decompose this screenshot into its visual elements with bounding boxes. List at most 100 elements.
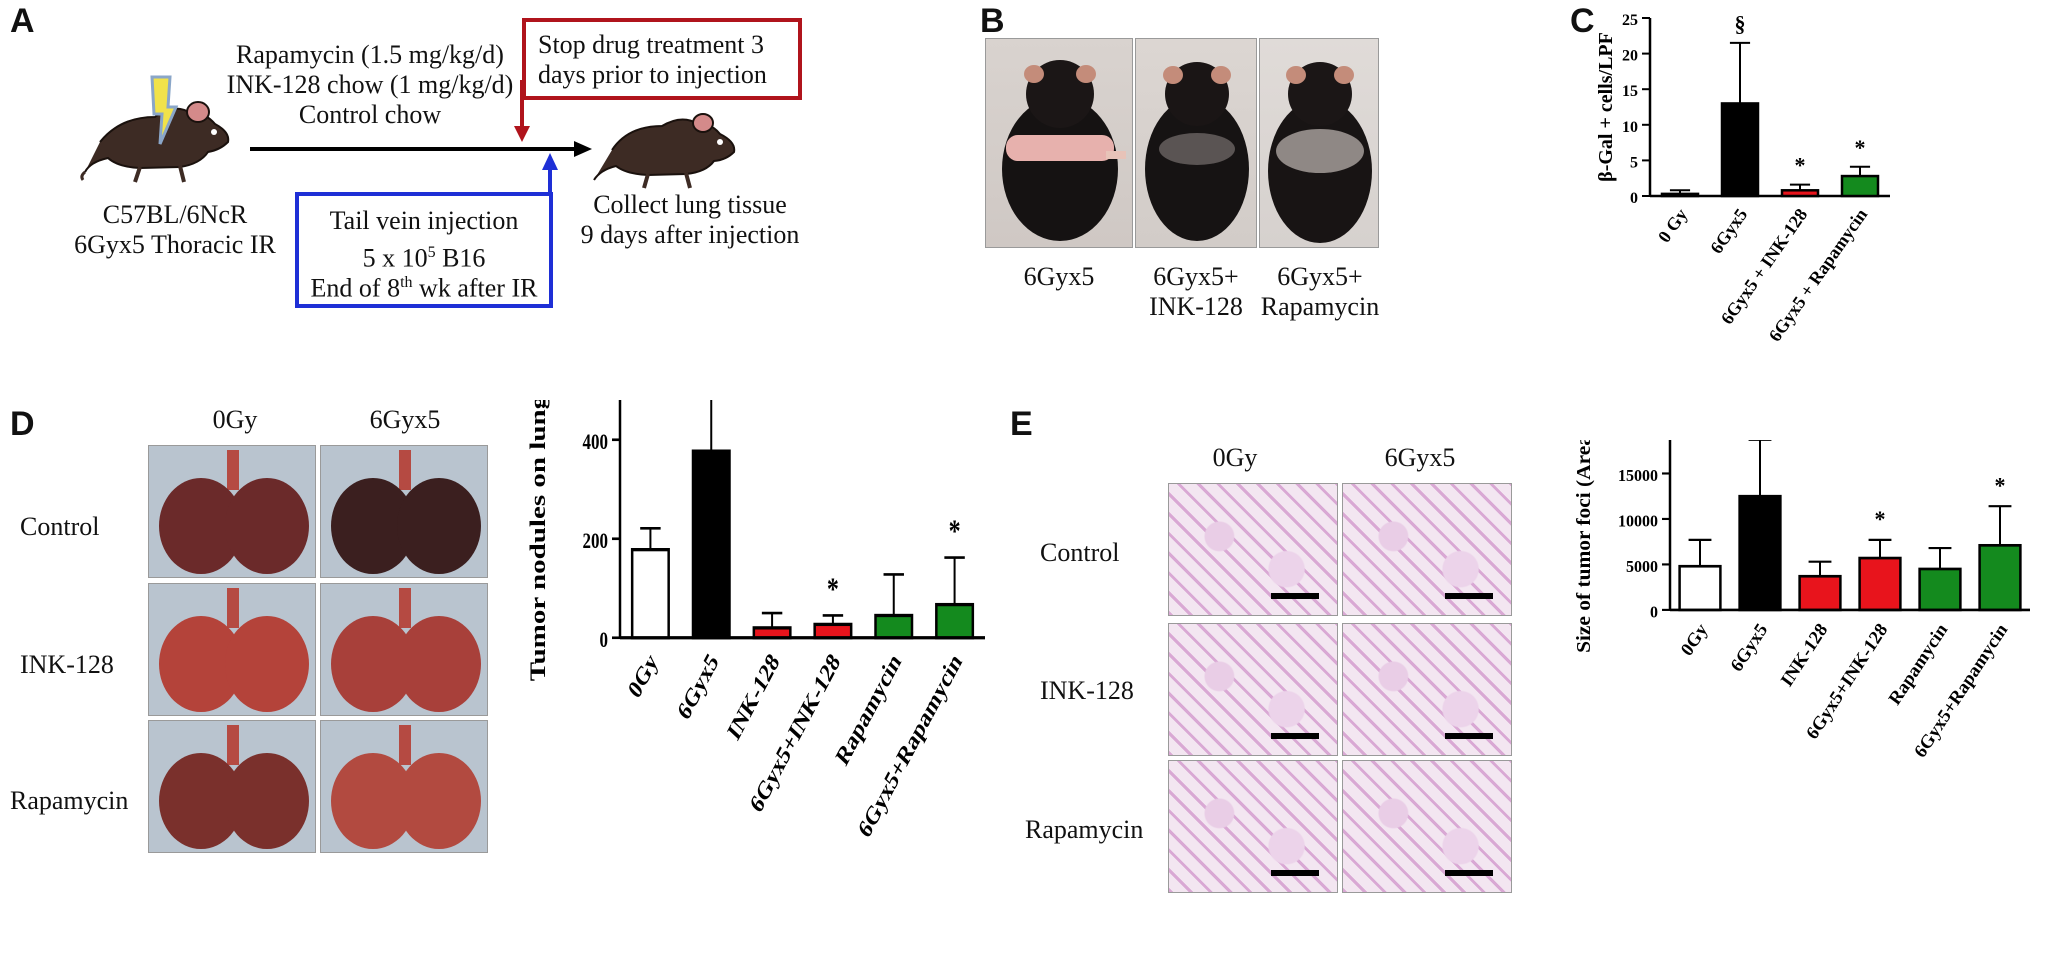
lung-photo-r1-c1 bbox=[148, 445, 316, 578]
caption-b-1: 6Gyx5 bbox=[1023, 262, 1095, 291]
bar bbox=[935, 602, 975, 640]
y-tick-label: 25 bbox=[1622, 12, 1638, 29]
histology-photo-r1-c1 bbox=[1168, 483, 1338, 616]
y-axis-label: Size of tumor foci (Area µm2) bbox=[1570, 440, 1594, 653]
stop-treatment-box: Stop drug treatment 3 days prior to inje… bbox=[522, 18, 802, 100]
bar bbox=[1858, 556, 1902, 612]
panel-label-b: B bbox=[980, 2, 1005, 40]
caption-b-3-line2: Rapamycin bbox=[1260, 292, 1380, 321]
histology-photo-r2-c1 bbox=[1168, 623, 1338, 756]
stop-box-line1: Stop drug treatment 3 bbox=[538, 30, 765, 59]
bar bbox=[1678, 564, 1722, 612]
mouse-irradiated-icon bbox=[80, 75, 230, 183]
stop-box-line2: days prior to injection bbox=[538, 60, 767, 89]
histology-photo-r3-c1 bbox=[1168, 760, 1338, 893]
y-tick-label: 15000 bbox=[1618, 465, 1658, 485]
treatment-control: Control chow bbox=[298, 100, 442, 129]
caption-b-2-line2: INK-128 bbox=[1149, 292, 1243, 321]
e-row-label-ink128: INK-128 bbox=[1040, 676, 1134, 705]
lung-photo-r2-c1 bbox=[148, 583, 316, 716]
y-tick-label: 5000 bbox=[1626, 556, 1658, 576]
caption-b-2-line1: 6Gyx5+ bbox=[1153, 262, 1239, 291]
x-tick-label: 6Gyx5 bbox=[1727, 620, 1772, 676]
y-axis-label: Tumor nodules on lung surface bbox=[525, 400, 550, 681]
collect-line2: 9 days after injection bbox=[580, 220, 800, 249]
collect-line1: Collect lung tissue bbox=[593, 190, 787, 219]
mouse-collect-icon bbox=[593, 113, 736, 189]
y-tick-label: 20 bbox=[1622, 48, 1638, 65]
x-tick-label: 0Gy bbox=[1677, 619, 1712, 660]
bar bbox=[1918, 567, 1962, 612]
x-tick-label: INK-128 bbox=[1777, 620, 1832, 691]
injection-arrowhead bbox=[542, 153, 558, 170]
e-col-header-6gyx5: 6Gyx5 bbox=[1384, 443, 1456, 472]
injection-line1: Tail vein injection bbox=[329, 206, 519, 235]
x-tick-label: INK-128 bbox=[723, 649, 784, 746]
photo-mouse-rapamycin bbox=[1259, 38, 1379, 248]
photo-mouse-ink128 bbox=[1135, 38, 1257, 248]
injection-line3: End of 8th wk after IR bbox=[310, 273, 538, 303]
bar bbox=[752, 626, 792, 640]
y-axis-label: β-Gal + cells/LPF bbox=[1595, 32, 1617, 182]
caption-b-3-line1: 6Gyx5+ bbox=[1277, 262, 1363, 291]
x-tick-label: Rapamycin bbox=[1885, 619, 1952, 709]
histology-photo-r3-c2 bbox=[1342, 760, 1512, 893]
e-row-label-rapamycin: Rapamycin bbox=[1025, 815, 1144, 844]
x-tick-label: 0Gy bbox=[624, 648, 663, 704]
chart-e: 050001000015000200000Gy§6Gyx5INK-128*6Gy… bbox=[1570, 440, 2030, 762]
lung-photo-r3-c1 bbox=[148, 720, 316, 853]
bar bbox=[1660, 192, 1700, 198]
stop-arrowhead bbox=[514, 126, 530, 142]
y-tick-label: 200 bbox=[583, 529, 609, 554]
y-tick-label: 400 bbox=[583, 430, 609, 455]
plot-group: 050001000015000200000Gy§6Gyx5INK-128*6Gy… bbox=[1570, 440, 2030, 762]
significance-asterisk: * bbox=[827, 573, 839, 608]
y-tick-label: 10 bbox=[1622, 119, 1638, 136]
d-row-label-rapamycin: Rapamycin bbox=[10, 786, 129, 815]
bar bbox=[630, 548, 670, 640]
histology-photo-r1-c2 bbox=[1342, 483, 1512, 616]
e-row-label-control: Control bbox=[1040, 538, 1120, 567]
significance-asterisk: * bbox=[1795, 153, 1806, 178]
panel-label-a: A bbox=[10, 2, 35, 40]
irradiation-label: 6Gyx5 Thoracic IR bbox=[74, 230, 276, 259]
bar bbox=[813, 622, 853, 640]
plot-group: 02004006000Gy§6Gyx5INK-128*6Gyx5+INK-128… bbox=[525, 400, 985, 843]
bar bbox=[1840, 174, 1880, 198]
x-tick-label: 6Gyx5 bbox=[673, 649, 723, 726]
x-tick-label: 6Gyx5 bbox=[1706, 205, 1751, 257]
y-tick-label: 0 bbox=[1630, 190, 1638, 207]
injection-box: Tail vein injection 5 x 105 B16 End of 8… bbox=[295, 192, 553, 308]
y-tick-label: 15 bbox=[1622, 83, 1638, 100]
panel-label-c: C bbox=[1570, 2, 1595, 40]
y-tick-label: 10000 bbox=[1618, 511, 1658, 531]
d-row-label-control: Control bbox=[20, 512, 100, 541]
significance-asterisk: * bbox=[949, 515, 961, 550]
bar bbox=[1738, 494, 1782, 612]
x-tick-label: 0 Gy bbox=[1654, 205, 1691, 246]
mouse-strain-label: C57BL/6NcR bbox=[102, 200, 248, 229]
photo-mouse-6gyx5 bbox=[985, 38, 1133, 248]
bar bbox=[691, 449, 731, 640]
y-tick-label: 0 bbox=[600, 628, 609, 653]
timeline-arrowhead bbox=[574, 141, 592, 157]
panel-label-d: D bbox=[10, 405, 35, 443]
significance-asterisk: * bbox=[1875, 506, 1886, 532]
y-tick-label: 5 bbox=[1630, 154, 1638, 171]
bar bbox=[1978, 543, 2022, 612]
treatment-rapamycin: Rapamycin (1.5 mg/kg/d) bbox=[236, 40, 504, 69]
bar bbox=[1720, 102, 1760, 198]
significance-asterisk: * bbox=[1855, 135, 1866, 160]
lung-photo-r1-c2 bbox=[320, 445, 488, 578]
lung-photo-r2-c2 bbox=[320, 583, 488, 716]
panel-label-e: E bbox=[1010, 405, 1033, 443]
d-row-label-ink128: INK-128 bbox=[20, 650, 114, 679]
significance-asterisk: * bbox=[1995, 473, 2006, 499]
e-col-header-0gy: 0Gy bbox=[1212, 443, 1258, 472]
injection-line2: 5 x 105 B16 bbox=[362, 243, 486, 273]
chart-d: 02004006000Gy§6Gyx5INK-128*6Gyx5+INK-128… bbox=[525, 400, 985, 843]
significance-section-mark: § bbox=[1735, 11, 1746, 36]
lung-photo-r3-c2 bbox=[320, 720, 488, 853]
y-tick-label: 0 bbox=[1650, 602, 1658, 622]
bar bbox=[1780, 189, 1820, 198]
